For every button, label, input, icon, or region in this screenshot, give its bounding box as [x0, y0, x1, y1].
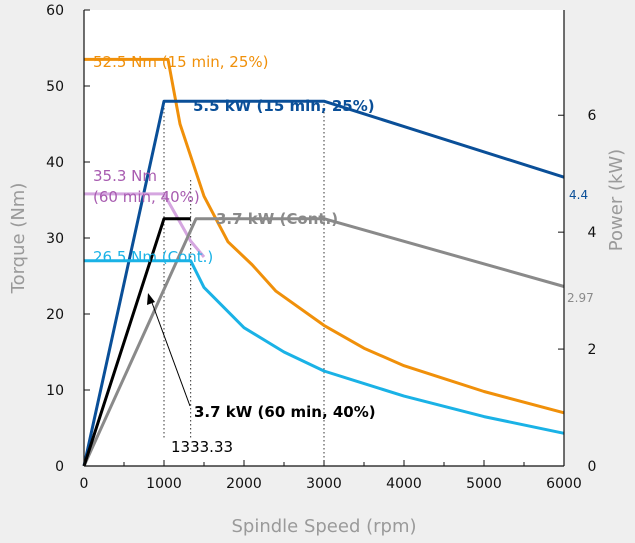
x-tick-label: 3000 — [306, 476, 342, 492]
ticks: 0 1000 2000 3000 4000 5000 6000 0 10 20 30 40 50 60 0 2… — [46, 3, 596, 492]
y-left-tick-label: 40 — [46, 155, 64, 171]
y-left-tick-label: 60 — [46, 3, 64, 19]
annotation-torque-40-line2: (60 min, 40%) — [93, 188, 200, 206]
plot-area — [84, 10, 564, 466]
y-left-tick-label: 0 — [55, 459, 64, 475]
guide-lines — [163, 100, 325, 466]
leader-line — [150, 299, 191, 407]
y-right-tick-label: 6 — [588, 108, 597, 124]
series-line-pcont — [82, 217, 565, 467]
annotation-speed-1333: 1333.33 — [171, 438, 233, 456]
y-right-tick-label: 4 — [588, 225, 597, 241]
x-tick-label: 0 — [80, 476, 89, 492]
series-line-p25 — [82, 99, 565, 467]
annotation-torque-25: 52.5 Nm (15 min, 25%) — [93, 53, 269, 71]
x-tick-label: 5000 — [466, 476, 502, 492]
annotation-power-25: 5.5 kW (15 min, 25%) — [193, 97, 375, 115]
y-left-tick-label: 20 — [46, 307, 64, 323]
annotation-power-cont: 3.7 kW (Cont.) — [216, 210, 338, 228]
x-tick-label: 2000 — [226, 476, 262, 492]
leader-arrowhead — [147, 293, 155, 305]
x-tick-label: 6000 — [546, 476, 582, 492]
x-axis-title: Spindle Speed (rpm) — [231, 516, 416, 537]
series-line-p40 — [82, 217, 191, 467]
series-lines — [82, 57, 565, 467]
y-right-tick-label: 0 — [588, 459, 597, 475]
y-right-tick-label: 2 — [588, 342, 597, 358]
y-axis-left-title: Torque (Nm) — [8, 183, 29, 295]
annotation-torque-cont: 26.5 Nm (Cont.) — [93, 248, 213, 266]
y-left-tick-label: 10 — [46, 383, 64, 399]
y-axis-right-title: Power (kW) — [606, 149, 627, 251]
x-tick-label: 4000 — [386, 476, 422, 492]
annotation-power-40: 3.7 kW (60 min, 40%) — [194, 403, 376, 421]
x-tick-label: 1000 — [146, 476, 182, 492]
series-line-tcont — [84, 259, 565, 435]
y-left-tick-label: 50 — [46, 79, 64, 95]
annotation-torque-40-line1: 35.3 Nm — [93, 167, 157, 185]
annotation-power-4-4: 4.4 — [569, 188, 588, 202]
y-left-tick-label: 30 — [46, 231, 64, 247]
annotation-power-2-97: 2.97 — [567, 291, 594, 305]
series-line-t25 — [84, 57, 565, 415]
